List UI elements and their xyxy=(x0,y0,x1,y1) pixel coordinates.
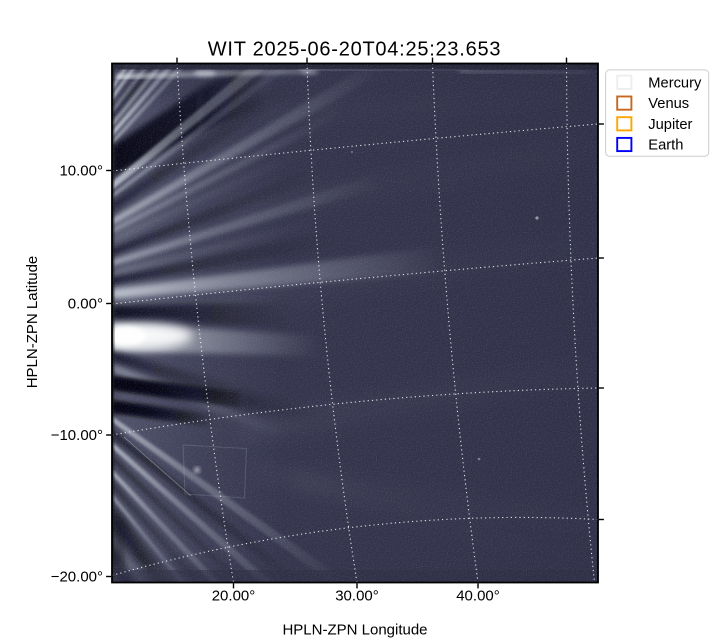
svg-text:−20.00°: −20.00° xyxy=(51,569,103,586)
svg-text:30.00°: 30.00° xyxy=(335,588,379,605)
svg-text:Venus: Venus xyxy=(648,96,689,112)
svg-text:−10.00°: −10.00° xyxy=(51,427,103,444)
svg-text:20.00°: 20.00° xyxy=(212,588,256,605)
svg-text:40.00°: 40.00° xyxy=(456,588,500,605)
svg-text:Jupiter: Jupiter xyxy=(648,117,692,133)
svg-text:WIT 2025-06-20T04:25:23.653: WIT 2025-06-20T04:25:23.653 xyxy=(208,39,501,61)
svg-text:10.00°: 10.00° xyxy=(59,163,103,180)
svg-text:HPLN-ZPN Latitude: HPLN-ZPN Latitude xyxy=(24,256,41,389)
svg-text:Earth: Earth xyxy=(648,138,683,154)
svg-text:Mercury: Mercury xyxy=(648,75,702,91)
svg-text:0.00°: 0.00° xyxy=(68,296,103,313)
svg-text:HPLN-ZPN Longitude: HPLN-ZPN Longitude xyxy=(282,622,427,639)
